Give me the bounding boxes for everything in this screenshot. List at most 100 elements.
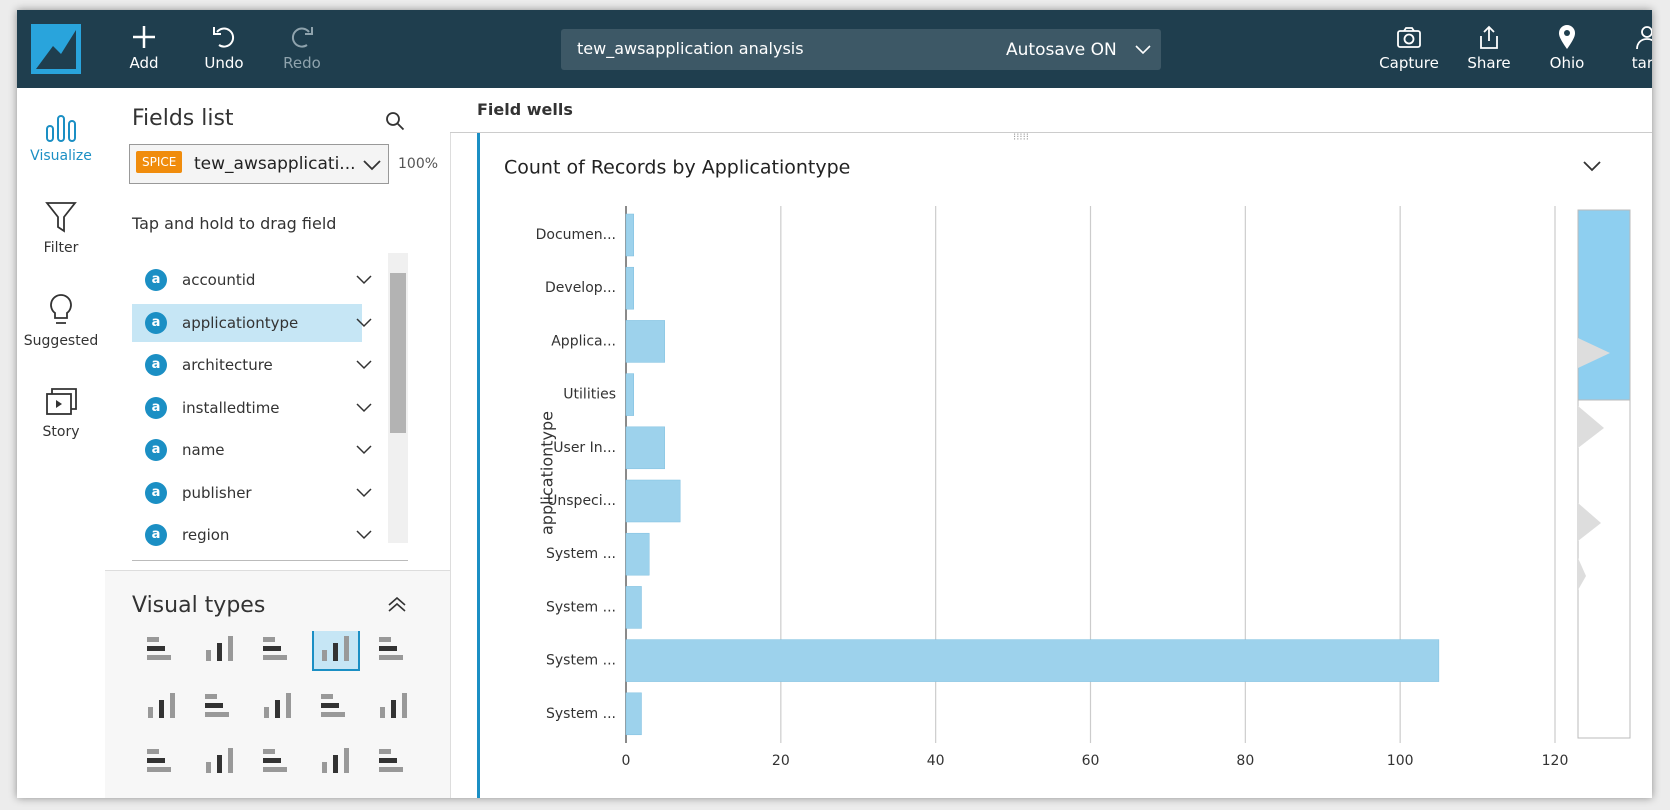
visual-type[interactable] [321,694,345,717]
nav-filter[interactable]: Filter [17,200,105,256]
field-menu[interactable] [356,275,372,285]
visual-type[interactable] [263,749,287,772]
field-icon: a [145,311,167,334]
field-menu[interactable] [356,402,372,413]
visual-type[interactable] [379,637,403,660]
logo [31,24,81,74]
field-item[interactable]: a name [132,431,372,469]
capture-button[interactable]: Capture [1374,24,1444,72]
chart-menu[interactable] [1583,161,1601,172]
field-icon: a [145,439,167,461]
field-icon: a [145,396,167,419]
search-icon[interactable] [385,111,405,131]
field-name: publisher [182,483,252,502]
field-item[interactable]: a publisher [132,474,372,512]
autosave[interactable]: Autosave ON [1006,40,1117,60]
field-icon: a [145,269,167,291]
field-menu[interactable] [356,445,372,455]
y-tick-label: User In... [553,440,616,456]
visual-type-icons [147,631,407,773]
y-tick-label: Documen... [536,227,616,243]
zoom: 100% [398,156,439,172]
visual-type[interactable] [147,637,171,660]
spice-badge: SPICE [136,151,183,173]
field-name: accountid [182,271,256,289]
y-tick-label: System ... [546,706,616,722]
field-item[interactable]: a region [132,516,372,554]
dataset-name: tew_awsapplicati... [194,154,356,174]
bar [625,266,634,310]
y-tick-label: System ... [546,546,616,562]
visual-types-panel: Visual types [105,570,450,798]
chart: ⁝⁝⁝⁝⁝ Count of Records by Applicationtyp… [504,132,1631,769]
nav-suggested[interactable]: Suggested [17,293,105,349]
field-item[interactable]: a installedtime [132,389,372,427]
undo-button[interactable]: Undo [189,24,259,72]
field-icon: a [145,354,167,376]
app: Add Undo Redo tew_awsapplication analysi… [17,10,1652,798]
selected-border [477,133,480,798]
bar [625,426,665,470]
nav-visualize[interactable]: Visualize [17,112,105,164]
side-nav: Visualize Filter Suggested Story [17,88,106,798]
y-tick-label: System ... [546,653,616,669]
visual-type[interactable] [322,748,349,773]
field-name: installedtime [182,398,280,417]
field-name: architecture [182,356,273,374]
x-tick-label: 20 [772,753,790,769]
x-tick-label: 100 [1387,753,1414,769]
x-tick-label: 40 [927,753,945,769]
visual-type[interactable] [322,636,349,661]
add-button[interactable]: Add [109,24,179,72]
field-wells: Field wells [477,100,573,119]
visual-type[interactable] [206,636,233,661]
field-list: a accountid a applicationtype a architecture a… [105,253,450,546]
field-menu[interactable] [356,360,372,370]
field-menu[interactable] [356,487,372,498]
dataset-dropdown[interactable]: SPICE tew_awsapplicati... [129,144,389,184]
bar [625,692,642,736]
visual-type[interactable] [379,749,403,772]
redo-button[interactable]: Redo [267,24,337,72]
analysis-name: tew_awsapplication analysis [577,39,804,58]
x-tick-label: 80 [1236,753,1254,769]
bar [625,639,1440,682]
visual-type[interactable] [147,749,171,772]
field-icon: a [145,524,167,546]
visual-type[interactable] [205,694,229,717]
visual-type[interactable] [264,693,291,718]
mini-map[interactable] [1577,209,1631,739]
user-button[interactable]: tara [1612,24,1652,72]
chevron [363,160,381,171]
chevron [1135,45,1151,55]
visual-types-title: Visual types [132,593,266,618]
field-wells-bar[interactable]: Field wells [450,88,1652,133]
x-tick-label: 0 [622,753,631,769]
y-tick-label: Develop... [545,280,616,296]
x-tick-label: 120 [1542,753,1569,769]
field-name: applicationtype [182,313,299,332]
share-button[interactable]: Share [1454,24,1524,72]
bar [625,586,642,629]
field-menu[interactable] [356,530,372,540]
field-item[interactable]: a applicationtype [132,303,372,342]
y-tick-label: Utilities [563,387,616,403]
visual-type[interactable] [380,693,407,718]
bar [625,373,634,416]
field-menu[interactable] [356,317,372,328]
selected-visual [312,631,360,671]
visual-type[interactable] [206,748,233,773]
field-item[interactable]: a accountid [132,261,372,299]
drag-handle: ⁝⁝⁝⁝⁝ [1013,132,1029,143]
top-bar: Add Undo Redo tew_awsapplication analysi… [17,10,1652,88]
y-tick-label: System ... [546,599,616,615]
visual-type[interactable] [148,693,175,718]
field-item[interactable]: a architecture [132,346,372,384]
analysis-name-box[interactable]: tew_awsapplication analysis Autosave ON [561,29,1161,70]
collapse-icon[interactable] [387,597,407,613]
scrollbar[interactable] [388,253,408,543]
visual-type[interactable] [263,637,287,660]
region-button[interactable]: Ohio [1532,24,1602,72]
nav-story[interactable]: Story [17,386,105,440]
field-name: name [182,441,225,459]
